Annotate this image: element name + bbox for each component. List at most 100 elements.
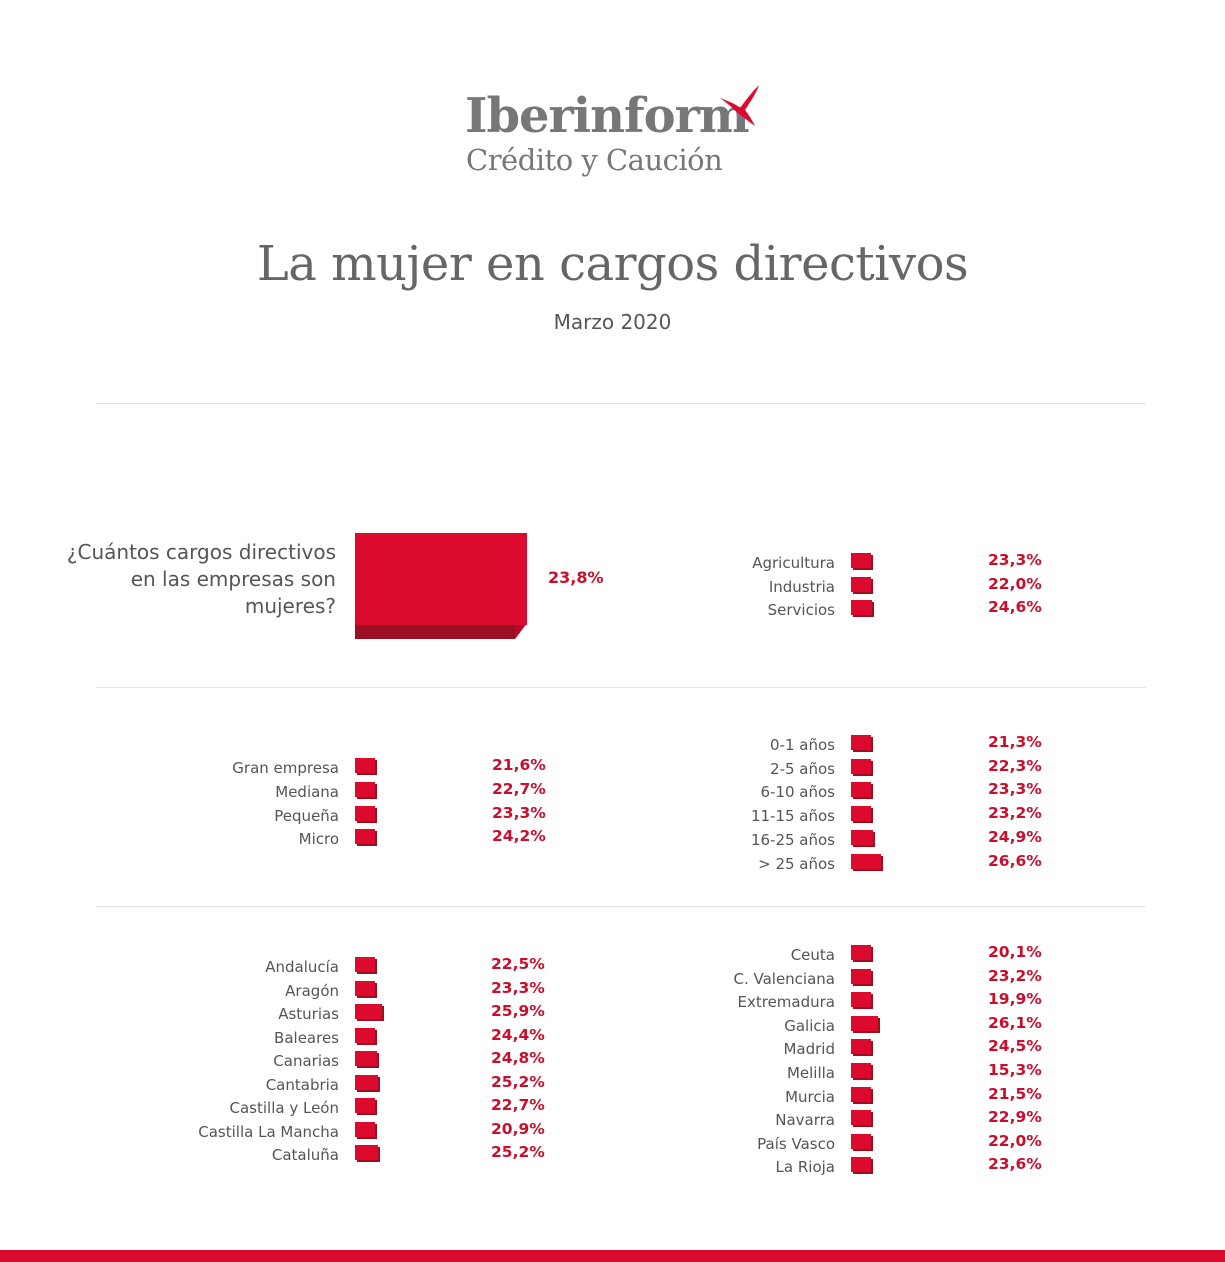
bar-value-label: 24,6% <box>988 598 1042 616</box>
bar-category-label: 2-5 años <box>770 759 835 778</box>
bar-category-label: Canarias <box>273 1052 339 1070</box>
bar <box>355 1098 375 1113</box>
bar-value-label: 23,2% <box>988 966 1042 985</box>
bar-value-label: 23,2% <box>988 804 1042 823</box>
bar <box>851 1015 878 1031</box>
bar-category-label: Galicia <box>784 1016 835 1035</box>
bar <box>851 553 871 568</box>
bar <box>851 758 871 774</box>
bar-value-label: 22,0% <box>988 574 1042 593</box>
bar-category-label: País Vasco <box>757 1134 835 1153</box>
total-value-label: 23,8% <box>548 568 604 587</box>
bar-value-label: 24,9% <box>988 827 1042 846</box>
bar <box>851 1157 871 1173</box>
page-subtitle: Marzo 2020 <box>553 310 672 334</box>
bar-value-label: 22,7% <box>491 1096 545 1114</box>
bar-value-label: 24,8% <box>491 1049 545 1067</box>
bar-category-label: Industria <box>768 577 835 596</box>
bar-value-label: 19,9% <box>988 990 1042 1009</box>
bar-value-label: 22,5% <box>491 955 545 973</box>
bar-category-label: 0-1 años <box>770 736 835 754</box>
bar <box>851 945 871 960</box>
bar-value-label: 23,6% <box>988 1155 1042 1174</box>
bar-category-label: Baleares <box>274 1028 339 1047</box>
bar-category-label: 11-15 años <box>750 807 835 826</box>
bar <box>851 806 871 822</box>
bar-value-label: 23,3% <box>491 978 545 997</box>
bar <box>355 781 375 797</box>
bar-value-label: 25,2% <box>491 1072 545 1091</box>
bar <box>851 1110 871 1126</box>
divider <box>96 906 1146 907</box>
bar <box>851 1039 871 1055</box>
bar-value-label: 25,9% <box>491 1002 545 1020</box>
bar-value-label: 20,1% <box>988 943 1042 961</box>
bar-value-label: 23,3% <box>988 551 1042 569</box>
bar <box>851 1086 871 1102</box>
bar <box>355 1145 378 1160</box>
divider <box>96 687 1146 688</box>
bar-category-label: Pequeña <box>274 806 339 825</box>
bar-value-label: 26,1% <box>988 1013 1042 1032</box>
bar-value-label: 21,3% <box>988 733 1042 751</box>
brand-logo-mark-icon <box>720 85 759 126</box>
bar <box>355 1027 375 1043</box>
bar-value-label: 23,3% <box>988 780 1042 799</box>
bar-category-label: Cataluña <box>271 1146 339 1164</box>
bar-value-label: 24,2% <box>492 827 546 846</box>
bar-category-label: Extremadura <box>737 993 836 1012</box>
bar-category-label: Micro <box>298 830 339 849</box>
bar-category-label: > 25 años <box>758 854 835 873</box>
total-bar <box>355 533 527 639</box>
bar <box>355 1051 377 1066</box>
bar <box>851 968 871 984</box>
bottom-stripe <box>0 1250 1225 1262</box>
bar-value-label: 20,9% <box>491 1119 545 1138</box>
bar-value-label: 24,5% <box>988 1037 1042 1056</box>
bar-category-label: Melilla <box>786 1064 835 1082</box>
bar-value-label: 22,9% <box>988 1108 1042 1127</box>
bar-category-label: Servicios <box>767 601 835 619</box>
bar-category-label: Murcia <box>785 1087 835 1106</box>
bar <box>355 829 375 845</box>
bar-value-label: 22,7% <box>492 779 546 798</box>
bar-category-label: Ceuta <box>790 946 835 964</box>
bar <box>355 1004 382 1019</box>
bar-category-label: Mediana <box>275 782 339 801</box>
bar <box>355 805 375 821</box>
bar-category-label: Castilla y León <box>229 1099 339 1117</box>
bar <box>851 853 881 869</box>
bar <box>851 600 872 615</box>
bar-category-label: Andalucía <box>265 958 339 976</box>
bar-category-label: Agricultura <box>752 554 835 572</box>
bar-category-label: Cantabria <box>265 1075 339 1094</box>
bar-value-label: 21,5% <box>988 1084 1042 1103</box>
bar-category-label: 16-25 años <box>750 830 835 849</box>
bar <box>851 829 873 845</box>
bar-category-label: Gran empresa <box>232 759 339 777</box>
bar <box>851 735 871 750</box>
bar-category-label: Asturias <box>278 1005 339 1023</box>
bar-value-label: 21,6% <box>492 756 546 774</box>
bar-category-label: Madrid <box>783 1040 835 1059</box>
bar-value-label: 26,6% <box>988 851 1042 870</box>
bar-value-label: 22,0% <box>988 1131 1042 1150</box>
bar <box>851 1133 871 1149</box>
divider <box>96 403 1146 404</box>
bar-category-label: La Rioja <box>775 1158 835 1177</box>
bar <box>851 576 871 592</box>
bar-category-label: 6-10 años <box>760 783 835 802</box>
bar-value-label: 24,4% <box>491 1025 545 1044</box>
bar <box>355 1074 378 1090</box>
bar <box>355 1121 375 1137</box>
bar-value-label: 15,3% <box>988 1061 1042 1079</box>
page-title: La mujer en cargos directivos <box>256 236 969 292</box>
bar <box>851 782 871 798</box>
bar <box>851 992 871 1008</box>
bar-category-label: Navarra <box>775 1111 835 1130</box>
bar <box>851 1063 871 1078</box>
